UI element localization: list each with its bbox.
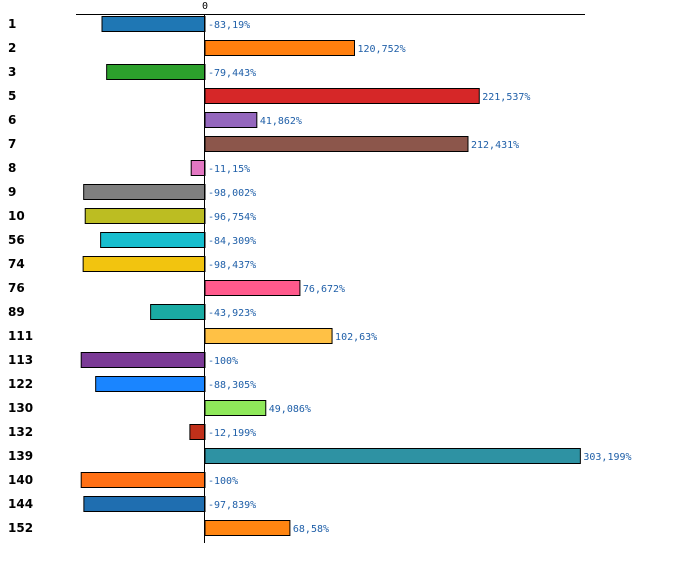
- value-label: -100%: [208, 476, 238, 487]
- bar: [82, 256, 206, 272]
- bar: [83, 496, 206, 512]
- value-label: 49,086%: [269, 404, 311, 415]
- bars-layer: 1 -83,19% 2 120,752% 3 -79,443% 5 221,537% 6 41,8…: [8, 16, 632, 536]
- category-label: 152: [8, 521, 33, 535]
- category-label: 74: [8, 257, 25, 271]
- value-label: -84,309%: [208, 236, 256, 247]
- value-label: -97,839%: [208, 500, 256, 511]
- bar: [100, 232, 206, 248]
- bar: [106, 64, 206, 80]
- value-label: 76,672%: [303, 284, 345, 295]
- value-label: 303,199%: [583, 452, 631, 463]
- category-label: 2: [8, 41, 16, 55]
- category-label: 76: [8, 281, 25, 295]
- value-label: 212,431%: [471, 140, 519, 151]
- bar: [190, 160, 206, 176]
- category-label: 7: [8, 137, 16, 151]
- category-label: 139: [8, 449, 33, 463]
- category-label: 1: [8, 17, 16, 31]
- bar: [204, 328, 333, 344]
- category-label: 6: [8, 113, 16, 127]
- bar: [204, 520, 291, 536]
- category-label: 89: [8, 305, 25, 319]
- bar: [80, 352, 206, 368]
- value-label: 221,537%: [482, 92, 530, 103]
- category-label: 113: [8, 353, 33, 367]
- bar: [150, 304, 206, 320]
- bar: [204, 136, 469, 152]
- category-label: 5: [8, 89, 16, 103]
- value-label: -12,199%: [208, 428, 256, 439]
- bar: [95, 376, 206, 392]
- bar: [204, 280, 301, 296]
- value-label: 102,63%: [335, 332, 377, 343]
- category-label: 111: [8, 329, 33, 343]
- value-label: -98,437%: [208, 260, 256, 271]
- category-label: 10: [8, 209, 25, 223]
- category-label: 8: [8, 161, 16, 175]
- value-label: 120,752%: [357, 44, 405, 55]
- value-label: 68,58%: [293, 524, 329, 535]
- category-label: 9: [8, 185, 16, 199]
- bar: [189, 424, 206, 440]
- bar: [204, 112, 258, 128]
- value-label: -79,443%: [208, 68, 256, 79]
- category-label: 56: [8, 233, 25, 247]
- category-label: 122: [8, 377, 33, 391]
- bar: [84, 208, 206, 224]
- value-label: -43,923%: [208, 308, 256, 319]
- bar: [80, 472, 206, 488]
- bar: [83, 184, 206, 200]
- value-label: -100%: [208, 356, 238, 367]
- value-label: -88,305%: [208, 380, 256, 391]
- category-label: 130: [8, 401, 33, 415]
- bar: [204, 40, 355, 56]
- bar: [204, 448, 581, 464]
- value-label: -11,15%: [208, 164, 250, 175]
- value-label: -83,19%: [208, 20, 250, 31]
- bar: [101, 16, 206, 32]
- bar: [204, 400, 267, 416]
- category-label: 3: [8, 65, 16, 79]
- zero-tick-label: 0: [202, 1, 208, 12]
- bar: [204, 88, 480, 104]
- category-label: 144: [8, 497, 33, 511]
- category-label: 140: [8, 473, 33, 487]
- category-label: 132: [8, 425, 33, 439]
- value-label: -98,002%: [208, 188, 256, 199]
- value-label: 41,862%: [260, 116, 302, 127]
- value-label: -96,754%: [208, 212, 256, 223]
